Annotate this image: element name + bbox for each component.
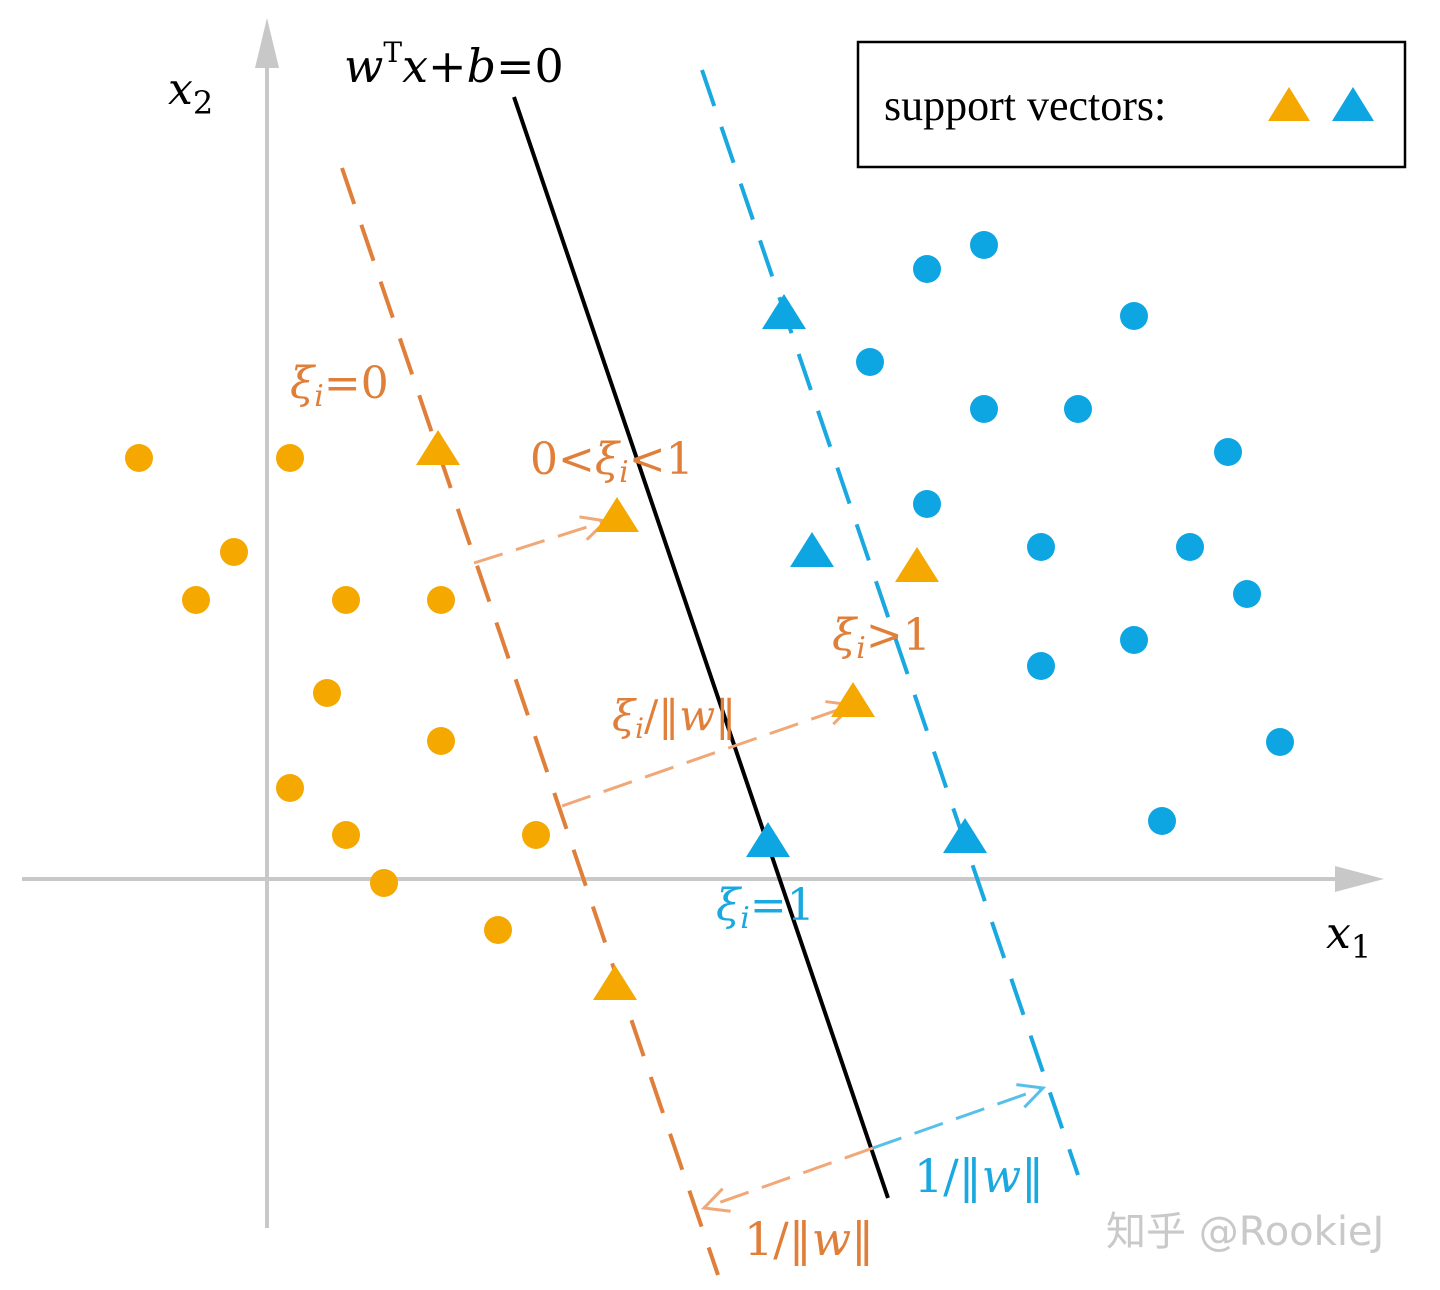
blue-point: [970, 231, 998, 259]
legend: support vectors:: [856, 40, 1407, 169]
blue-point: [1148, 807, 1176, 835]
orange-point: [276, 444, 304, 472]
orange-point: [332, 586, 360, 614]
slack-arrow-between: [473, 515, 610, 565]
orange-point: [313, 679, 341, 707]
blue-support-vector: [746, 822, 790, 857]
orange-point: [427, 727, 455, 755]
label-inv-w-orange: 1/‖w‖: [744, 1212, 874, 1266]
blue-point: [913, 255, 941, 283]
blue-point: [1266, 728, 1294, 756]
slack-arrow-greater: [561, 700, 856, 808]
blue-point: [856, 348, 884, 376]
blue-point: [1214, 438, 1242, 466]
legend-label: support vectors:: [884, 81, 1166, 130]
decision-boundary: [512, 96, 890, 1199]
blue-point: [1027, 533, 1055, 561]
blue-margin-line: [700, 69, 1080, 1176]
blue-point: [1176, 533, 1204, 561]
blue-point: [1027, 652, 1055, 680]
orange-point: [427, 586, 455, 614]
orange-point: [484, 916, 512, 944]
blue-point: [913, 490, 941, 518]
orange-support-vector: [593, 965, 637, 1000]
label-xi-between: 0<ξi<1: [530, 434, 694, 490]
orange-point: [370, 869, 398, 897]
margin-arrow-orange: [700, 1146, 874, 1213]
orange-triangle-icon: [1268, 87, 1310, 121]
orange-class-points: [125, 444, 550, 944]
blue-point: [970, 395, 998, 423]
blue-point: [1120, 302, 1148, 330]
x-axis-label: x1: [1326, 908, 1371, 966]
blue-point: [1064, 395, 1092, 423]
orange-margin-line: [340, 167, 720, 1276]
x-axis-arrowhead: [1335, 866, 1384, 892]
orange-point: [522, 821, 550, 849]
margin-arrow-blue: [872, 1083, 1047, 1150]
label-xi-one: ξi=1: [716, 880, 815, 936]
blue-support-vector: [943, 818, 987, 853]
label-xi-zero: ξi=0: [290, 358, 389, 414]
blue-class-points: [856, 231, 1294, 835]
hyperplane-equation: wTx+b=0: [344, 36, 564, 93]
blue-point: [1120, 626, 1148, 654]
blue-triangle-icon: [1332, 87, 1374, 121]
orange-point: [125, 444, 153, 472]
label-xi-greater: ξi>1: [832, 610, 931, 666]
legend-box: [856, 40, 1407, 169]
orange-support-vector: [416, 430, 460, 465]
orange-point: [332, 821, 360, 849]
y-axis-arrowhead: [255, 18, 279, 68]
orange-point: [276, 774, 304, 802]
blue-support-vectors: [746, 294, 987, 857]
blue-support-vector: [790, 532, 834, 567]
orange-support-vectors: [416, 430, 939, 1000]
blue-support-vector: [762, 294, 806, 329]
orange-support-vector: [895, 547, 939, 582]
orange-support-vector: [595, 497, 639, 532]
watermark: 知乎 @RookieJ: [1106, 1209, 1384, 1255]
blue-point: [1233, 580, 1261, 608]
label-xi-over-w: ξi/‖w‖: [612, 691, 736, 745]
orange-support-vector: [831, 682, 875, 717]
label-inv-w-blue: 1/‖w‖: [914, 1149, 1044, 1203]
orange-point: [220, 538, 248, 566]
orange-point: [182, 586, 210, 614]
axes: [22, 18, 1384, 1228]
y-axis-label: x2: [168, 64, 213, 122]
